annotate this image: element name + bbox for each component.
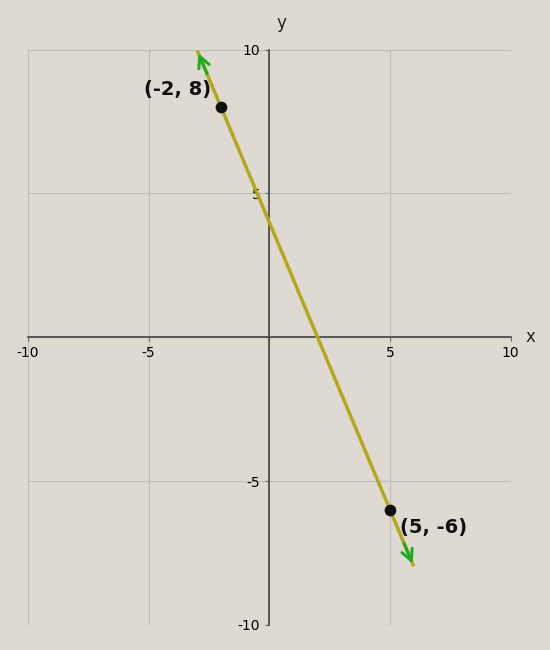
Text: (5, -6): (5, -6)	[400, 519, 467, 538]
Text: x: x	[525, 328, 535, 346]
Text: y: y	[277, 14, 287, 32]
Text: (-2, 8): (-2, 8)	[144, 79, 211, 99]
Point	[386, 504, 394, 515]
Point	[217, 102, 226, 112]
